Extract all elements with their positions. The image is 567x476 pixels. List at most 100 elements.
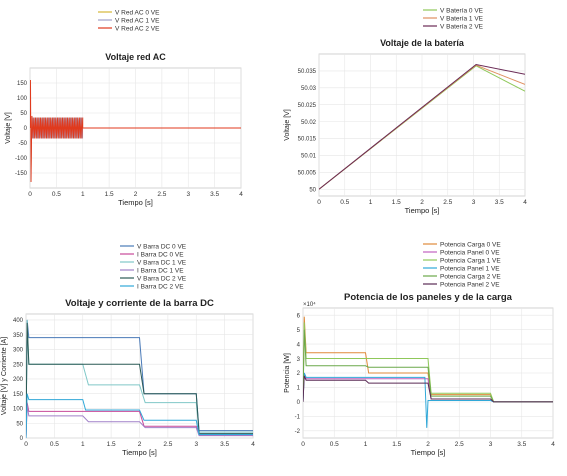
series-group [319, 63, 525, 190]
legend-entry: I Barra DC 1 VE [137, 268, 184, 275]
chart-barra-dc: V Barra DC 0 VEI Barra DC 0 VE V Barra DC… [1, 239, 255, 457]
x-tick-label: 1 [81, 191, 85, 198]
x-tick-label: 3 [186, 191, 190, 198]
y-tick-label: 50 [20, 111, 27, 117]
legend-box [116, 239, 198, 293]
y-tick-label: 250 [13, 362, 24, 368]
y-tick-label: 50.035 [298, 69, 317, 75]
y-tick-label: -150 [15, 171, 28, 177]
x-tick-label: 1 [369, 199, 373, 206]
x-tick-label: 2 [138, 441, 142, 448]
x-tick-label: 4 [551, 441, 555, 448]
x-tick-label: 3.5 [220, 441, 229, 448]
y-tick-label: 4 [297, 342, 301, 348]
legend-entry: Potencia Carga 2 VE [440, 274, 501, 281]
y-tick-label: 100 [17, 96, 28, 102]
series-line [319, 63, 525, 190]
legend-entry: V Red AC 2 VE [115, 26, 160, 33]
legend: V Red AC 0 VEV Red AC 1 VEV Red AC 2 VE [94, 5, 178, 35]
x-tick-label: 0.5 [330, 441, 339, 448]
y-tick-label: 50.025 [298, 103, 317, 109]
x-tick-label: 3.5 [495, 199, 504, 206]
x-tick-label: 1 [364, 441, 368, 448]
legend-entry: V Red AC 0 VE [115, 10, 160, 17]
x-tick-label: 2.5 [443, 199, 452, 206]
legend: V Barra DC 0 VEI Barra DC 0 VE V Barra DC… [116, 239, 198, 293]
y-tick-label: 50.015 [298, 137, 317, 143]
chart-title: Potencia de los paneles y de la carga [344, 292, 513, 303]
legend-entry: V Barra DC 2 VE [137, 276, 187, 283]
y-tick-label: 50.02 [301, 120, 317, 126]
series-group [303, 316, 553, 428]
y-tick-label: 3 [297, 357, 301, 363]
legend-entry: Potencia Carga 1 VE [440, 258, 501, 265]
y-tick-label: 5 [297, 328, 301, 334]
x-tick-label: 0.5 [50, 441, 59, 448]
x-tick-label: 3 [489, 441, 493, 448]
x-tick-label: 3 [194, 441, 198, 448]
x-tick-label: 0.5 [52, 191, 61, 198]
chart-panel-ac: V Red AC 0 VE V Red AC 1 VE V Red AC 2 VE V… [0, 0, 283, 238]
chart-panel-bateria: V Batería 0 VE V Batería 1 VE V Batería 2 … [283, 0, 567, 238]
x-tick-label: 0 [301, 441, 305, 448]
x-tick-label: 2 [134, 191, 138, 198]
series-line [26, 405, 253, 438]
y-tick-label: 150 [17, 81, 28, 87]
x-tick-label: 4 [523, 199, 527, 206]
legend-entry: V Batería 1 VE [440, 16, 484, 23]
x-tick-label: 3.5 [210, 191, 219, 198]
series-group [26, 319, 253, 438]
chart-panel-barra-dc: V Barra DC 0 VE I Barra DC 0 VE V Barra DC… [0, 238, 283, 476]
series-line [30, 82, 241, 180]
legend-box [419, 238, 513, 291]
legend-entry: I Barra DC 0 VE [137, 252, 184, 259]
y-scale-label: ×10⁴ [303, 301, 316, 308]
series-line [26, 393, 253, 438]
chart-panel-potencia: Potencia Carga 0 VE Potencia Panel 0 VE Po… [283, 238, 567, 476]
legend: V Batería 0 VEV Batería 1 VEV Batería 2 … [419, 3, 501, 33]
x-axis-label: Tiempo [s] [118, 198, 153, 207]
y-axis-label: Voltaje [V] [284, 109, 291, 141]
x-tick-label: 3 [472, 199, 476, 206]
x-tick-label: 2.5 [455, 441, 464, 448]
x-tick-label: 1.5 [392, 441, 401, 448]
x-tick-label: 4 [239, 191, 243, 198]
y-axis-label: Potencia [W] [284, 353, 291, 393]
y-tick-label: 200 [13, 377, 24, 383]
legend-entry: V Barra DC 0 VE [137, 244, 187, 251]
x-tick-label: 1 [81, 441, 85, 448]
y-tick-label: 2 [297, 371, 301, 377]
chart-voltaje-red-ac: V Red AC 0 VEV Red AC 1 VEV Red AC 2 VEV… [5, 5, 243, 207]
series-line [26, 322, 253, 438]
y-tick-label: 300 [13, 348, 24, 354]
x-tick-label: 2.5 [163, 441, 172, 448]
series-group [30, 79, 241, 183]
x-tick-label: 1.5 [107, 441, 116, 448]
y-tick-label: 0 [24, 126, 28, 132]
legend-entry: Potencia Carga 0 VE [440, 242, 501, 249]
x-tick-label: 0 [28, 191, 32, 198]
series-line [30, 79, 241, 183]
legend-entry: V Batería 2 VE [440, 24, 484, 31]
y-tick-label: -50 [18, 141, 27, 147]
y-tick-label: 350 [13, 333, 24, 339]
y-tick-label: 150 [13, 392, 24, 398]
x-tick-label: 0 [24, 441, 28, 448]
y-tick-label: 0 [20, 436, 24, 442]
chart-title: Voltaje y corriente de la barra DC [65, 298, 214, 309]
x-tick-label: 3.5 [517, 441, 526, 448]
legend-entry: Potencia Panel 1 VE [440, 266, 500, 273]
x-tick-label: 2 [426, 441, 430, 448]
x-tick-label: 4 [251, 441, 255, 448]
chart-title: Voltaje red AC [105, 52, 166, 62]
y-tick-label: 50 [309, 187, 316, 193]
y-tick-label: 1 [297, 386, 301, 392]
y-tick-label: 50.01 [301, 154, 317, 160]
x-axis-label: Tiempo [s] [411, 448, 446, 457]
y-tick-label: 50.005 [298, 171, 317, 177]
series-line [303, 372, 553, 428]
legend-entry: Potencia Panel 2 VE [440, 282, 500, 289]
x-tick-label: 0 [317, 199, 321, 206]
